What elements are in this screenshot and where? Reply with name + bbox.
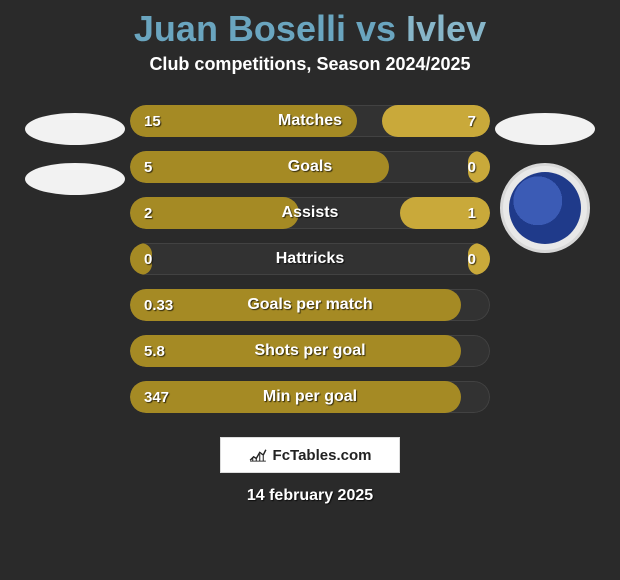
stat-row: 0.33Goals per match [130,289,490,321]
page-title: Juan Boselli vs Ivlev [0,0,620,50]
stat-label: Min per goal [130,388,490,406]
site-logo-box[interactable]: FcTables.com [220,437,400,473]
stat-row: 347Min per goal [130,381,490,413]
chart-icon [249,448,267,462]
right-side [490,105,600,253]
club-badge-inner [509,172,581,244]
stat-row: 50Goals [130,151,490,183]
stat-bars: 157Matches 50Goals 21Assists 00Hattricks 0.3… [130,105,490,413]
title-vs: vs [346,8,406,49]
stat-label: Goals per match [130,296,490,314]
site-name: FcTables.com [273,447,372,464]
subtitle: Club competitions, Season 2024/2025 [0,54,620,75]
stat-row: 00Hattricks [130,243,490,275]
left-logo-placeholder-2 [25,163,125,195]
stat-label: Assists [130,204,490,222]
left-logo-placeholder-1 [25,113,125,145]
comparison-panel: 157Matches 50Goals 21Assists 00Hattricks 0.3… [0,105,620,413]
stat-label: Hattricks [130,250,490,268]
left-side [20,105,130,195]
club-badge [500,163,590,253]
right-logo-placeholder [495,113,595,145]
stat-label: Goals [130,158,490,176]
title-player-right: Ivlev [406,8,486,49]
stat-row: 5.8Shots per goal [130,335,490,367]
title-player-left: Juan Boselli [134,8,346,49]
stat-row: 21Assists [130,197,490,229]
stat-label: Shots per goal [130,342,490,360]
stat-label: Matches [130,112,490,130]
stat-row: 157Matches [130,105,490,137]
date-label: 14 february 2025 [0,487,620,505]
